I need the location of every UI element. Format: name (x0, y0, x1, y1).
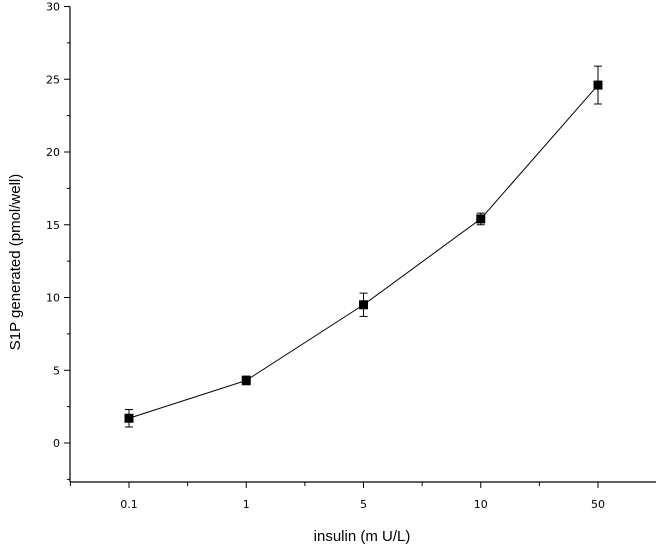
data-point (593, 80, 603, 90)
x-tick-label: 10 (474, 498, 488, 511)
x-tick-label: 1 (243, 498, 250, 511)
y-axis-label: S1P generated (pmol/well) (7, 174, 24, 350)
series-line (128, 84, 599, 419)
series (124, 65, 603, 428)
y-tick-label: 25 (46, 73, 60, 86)
x-tick-label: 5 (360, 498, 367, 511)
x-tick-label: 0.1 (120, 498, 138, 511)
y-tick-label: 20 (46, 146, 60, 159)
y-tick-label: 5 (53, 364, 60, 377)
y-tick-label: 15 (46, 219, 60, 232)
data-point (124, 413, 134, 423)
y-tick-label: 30 (46, 1, 60, 14)
y-tick-label: 10 (46, 292, 60, 305)
data-point (241, 375, 251, 385)
x-axis-label: insulin (m U/L) (314, 528, 411, 545)
x-axis: 0.1 1 5 10 50 (69, 481, 656, 511)
data-point (476, 214, 486, 224)
y-tick-label: 0 (53, 437, 60, 450)
data-point (359, 300, 368, 310)
x-tick-label: 50 (591, 498, 605, 511)
y-axis: 0 5 10 15 20 25 30 (46, 1, 71, 482)
